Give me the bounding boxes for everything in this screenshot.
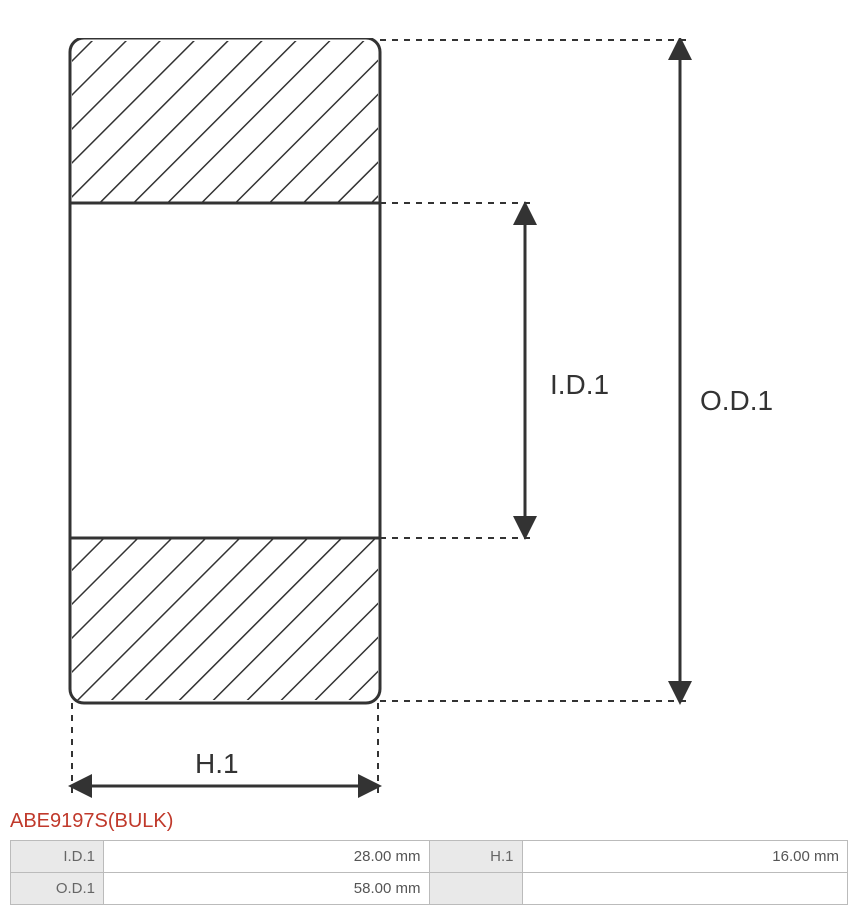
od1-label: O.D.1 [700, 385, 773, 416]
cell-value: 58.00 mm [104, 873, 430, 905]
cell-label: O.D.1 [11, 873, 104, 905]
spec-table: I.D.1 28.00 mm H.1 16.00 mm O.D.1 58.00 … [10, 840, 848, 905]
bottom-ring-section [72, 538, 378, 700]
diagram-svg: O.D.1 I.D.1 H.1 [60, 38, 780, 798]
cell-value: 16.00 mm [522, 841, 848, 873]
h1-label: H.1 [195, 748, 239, 779]
table-row: O.D.1 58.00 mm [11, 873, 848, 905]
top-ring-section [72, 41, 378, 203]
part-number-title: ABE9197S(BULK) [10, 810, 173, 833]
cell-label: H.1 [429, 841, 522, 873]
cell-label: I.D.1 [11, 841, 104, 873]
cell-label [429, 873, 522, 905]
cell-value: 28.00 mm [104, 841, 430, 873]
table-row: I.D.1 28.00 mm H.1 16.00 mm [11, 841, 848, 873]
id1-label: I.D.1 [550, 369, 609, 400]
bearing-cross-section-diagram: O.D.1 I.D.1 H.1 [60, 38, 780, 798]
cell-value [522, 873, 848, 905]
